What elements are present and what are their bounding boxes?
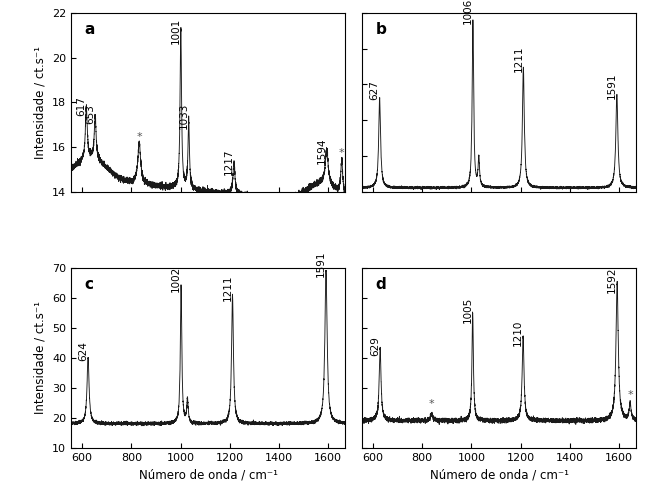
Text: 1217: 1217 [224,149,234,176]
X-axis label: Número de onda / cm⁻¹: Número de onda / cm⁻¹ [430,468,568,481]
Y-axis label: Intensidade / ct.s⁻¹: Intensidade / ct.s⁻¹ [34,301,47,414]
Y-axis label: Intensidade / ct.s⁻¹: Intensidade / ct.s⁻¹ [34,46,47,159]
Text: 1592: 1592 [607,267,617,293]
Text: *: * [627,390,633,400]
Text: 1002: 1002 [171,266,181,292]
Text: *: * [429,399,434,409]
Text: 1006: 1006 [463,0,473,24]
Text: a: a [85,22,95,37]
Text: 1005: 1005 [463,297,473,323]
Text: d: d [375,277,386,292]
Text: *: * [136,132,142,142]
Text: 629: 629 [370,336,380,356]
Text: 1001: 1001 [171,18,181,44]
Text: 1594: 1594 [317,137,327,164]
Text: c: c [85,277,94,292]
Text: 1210: 1210 [513,320,523,346]
Text: 1033: 1033 [179,102,189,129]
Text: b: b [375,22,386,37]
Text: 1211: 1211 [514,46,523,72]
Text: 1591: 1591 [316,250,326,277]
Text: 624: 624 [78,341,88,361]
Text: *: * [339,148,344,158]
Text: 1591: 1591 [607,72,617,99]
Text: 627: 627 [370,80,380,100]
Text: 653: 653 [85,104,95,124]
Text: 617: 617 [76,96,87,116]
Text: 1211: 1211 [222,274,233,301]
X-axis label: Número de onda / cm⁻¹: Número de onda / cm⁻¹ [139,468,278,481]
